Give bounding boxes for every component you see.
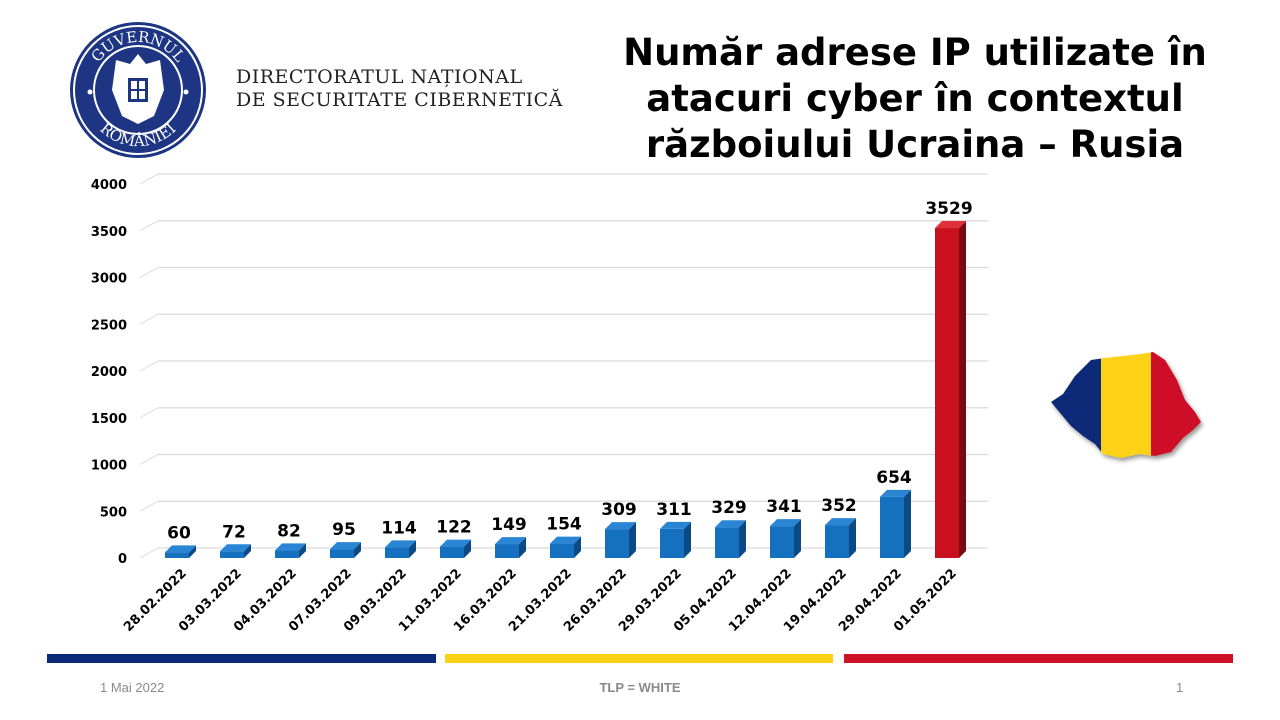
bar-top bbox=[330, 542, 361, 550]
bar-side bbox=[464, 539, 471, 558]
gridline-depth bbox=[139, 547, 159, 559]
bar-top bbox=[880, 489, 911, 497]
bar-top bbox=[550, 536, 581, 544]
bar-top bbox=[165, 545, 196, 553]
bar-top bbox=[825, 518, 856, 526]
bar-side bbox=[189, 545, 196, 558]
bar-side bbox=[244, 544, 251, 558]
title-line-3: războiului Ucraina – Rusia bbox=[645, 123, 1185, 166]
data-label: 3529 bbox=[925, 199, 972, 219]
org-line-2: DE SECURITATE CIBERNETICĂ bbox=[236, 89, 563, 111]
government-seal-logo: GUVERNUL ROMÂNIEI bbox=[70, 22, 206, 158]
organization-name: DIRECTORATUL NAȚIONAL DE SECURITATE CIBE… bbox=[236, 66, 563, 112]
bar bbox=[825, 525, 849, 558]
data-label: 72 bbox=[222, 522, 246, 542]
bar-top bbox=[440, 539, 471, 547]
data-label: 352 bbox=[821, 496, 857, 516]
bar-side bbox=[629, 522, 636, 558]
y-tick-label: 2000 bbox=[91, 365, 127, 380]
gridline-depth bbox=[139, 500, 159, 512]
bar bbox=[935, 228, 959, 558]
y-tick-label: 1500 bbox=[91, 412, 127, 427]
footer-stripe-red bbox=[844, 654, 1233, 663]
data-label: 329 bbox=[711, 498, 747, 518]
bar-side bbox=[794, 519, 801, 558]
footer-stripe-blue bbox=[47, 654, 436, 663]
gridline-depth bbox=[139, 313, 159, 325]
bar-side bbox=[354, 542, 361, 558]
bar-side bbox=[409, 540, 416, 558]
title-line-2: atacuri cyber în contextul bbox=[646, 77, 1184, 120]
data-label: 122 bbox=[436, 518, 472, 538]
bar bbox=[770, 526, 794, 558]
data-label: 95 bbox=[332, 520, 356, 540]
bar bbox=[880, 496, 904, 558]
y-tick-label: 500 bbox=[100, 505, 127, 520]
title-line-1: Număr adrese IP utilizate în bbox=[623, 31, 1207, 74]
gridline-depth bbox=[139, 407, 159, 419]
bar-side bbox=[519, 537, 526, 558]
gridline-depth bbox=[139, 454, 159, 465]
footer-page-number: 1 bbox=[1176, 680, 1184, 695]
data-label: 60 bbox=[167, 523, 191, 543]
bar-side bbox=[904, 489, 911, 558]
bar-top bbox=[935, 221, 966, 229]
data-label: 341 bbox=[766, 497, 802, 517]
footer-date: 1 Mai 2022 bbox=[100, 680, 165, 695]
footer-stripe-yellow bbox=[445, 654, 833, 663]
bar-top bbox=[660, 521, 691, 529]
data-label: 309 bbox=[601, 500, 637, 520]
y-tick-label: 3500 bbox=[91, 225, 127, 240]
bar-top bbox=[275, 543, 306, 551]
bar bbox=[660, 528, 684, 558]
bar-top bbox=[715, 520, 746, 528]
data-label: 654 bbox=[876, 468, 912, 488]
romania-flag-map bbox=[1051, 352, 1201, 458]
y-tick-label: 3000 bbox=[91, 272, 127, 287]
bar-top bbox=[605, 522, 636, 530]
gridline-depth bbox=[139, 173, 159, 185]
org-line-1: DIRECTORATUL NAȚIONAL bbox=[236, 66, 523, 88]
bar bbox=[330, 549, 354, 558]
data-label: 114 bbox=[381, 518, 417, 538]
bar-top bbox=[220, 544, 251, 552]
data-label: 149 bbox=[491, 515, 527, 535]
y-tick-label: 4000 bbox=[91, 178, 127, 193]
bar bbox=[165, 552, 189, 558]
chart-title: Număr adrese IP utilizate în atacuri cyb… bbox=[600, 30, 1230, 168]
gridline-depth bbox=[139, 360, 159, 372]
bar bbox=[275, 550, 299, 558]
bar bbox=[220, 551, 244, 558]
bar-side bbox=[574, 536, 581, 558]
bar bbox=[495, 544, 519, 558]
bar-chart: 050010001500200025003000350040006028.02.… bbox=[91, 173, 988, 635]
data-label: 311 bbox=[656, 500, 692, 520]
bar bbox=[440, 546, 464, 558]
bar-side bbox=[959, 221, 966, 558]
y-tick-label: 2500 bbox=[91, 318, 127, 333]
gridline-depth bbox=[139, 220, 159, 232]
data-label: 82 bbox=[277, 521, 301, 541]
bar-side bbox=[299, 543, 306, 558]
bar bbox=[715, 527, 739, 558]
bar bbox=[385, 547, 409, 558]
bar-top bbox=[495, 537, 526, 545]
bar bbox=[605, 529, 629, 558]
gridline-depth bbox=[139, 267, 159, 278]
bar-side bbox=[684, 521, 691, 558]
data-label: 154 bbox=[546, 515, 582, 535]
bar bbox=[550, 543, 574, 558]
y-tick-label: 0 bbox=[118, 552, 127, 567]
bar-top bbox=[385, 540, 416, 548]
bar-side bbox=[849, 518, 856, 558]
bar-top bbox=[770, 519, 801, 527]
bar-side bbox=[739, 520, 746, 558]
footer-tlp: TLP = WHITE bbox=[599, 680, 681, 695]
y-tick-label: 1000 bbox=[91, 459, 127, 474]
